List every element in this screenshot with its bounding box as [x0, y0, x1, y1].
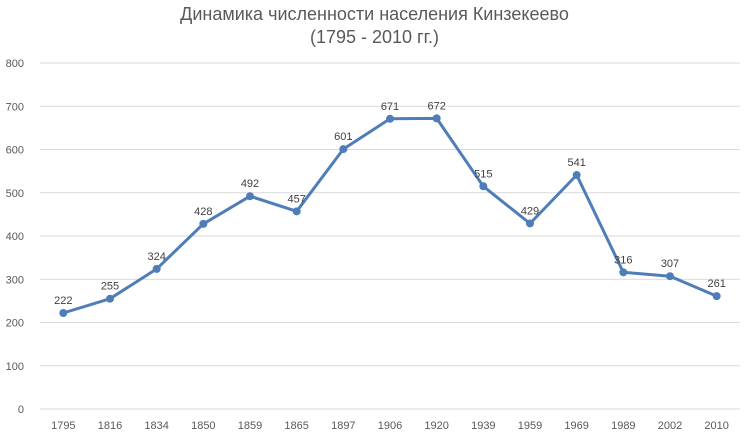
data-label: 428: [194, 206, 212, 218]
x-tick-label: 1959: [518, 420, 542, 432]
y-tick-label: 400: [6, 231, 24, 243]
data-label: 307: [661, 258, 679, 270]
x-tick-label: 1795: [51, 420, 75, 432]
data-point: [386, 114, 394, 123]
data-point: [572, 171, 581, 180]
data-point: [339, 145, 348, 154]
x-tick-label: 2002: [658, 420, 682, 432]
x-tick-label: 1816: [98, 420, 122, 432]
data-point: [152, 264, 161, 273]
data-label: 324: [147, 251, 165, 263]
data-label: 492: [241, 178, 259, 190]
data-label: 601: [334, 131, 352, 143]
x-tick-label: 1939: [471, 420, 495, 432]
grid: [40, 62, 740, 410]
series-line: [61, 116, 719, 315]
series: [59, 114, 721, 317]
x-tick-label: 2010: [704, 420, 728, 432]
data-point: [292, 207, 301, 216]
data-point: [666, 272, 674, 281]
x-tick-label: 1850: [191, 420, 215, 432]
data-label: 429: [521, 205, 539, 217]
data-label: 672: [427, 100, 445, 112]
data-point: [712, 292, 721, 301]
data-label: 255: [101, 281, 119, 293]
data-point: [59, 308, 68, 317]
y-tick-label: 700: [6, 101, 24, 113]
data-point: [479, 182, 488, 191]
data-point: [619, 268, 628, 277]
y-tick-label: 800: [6, 58, 24, 70]
x-axis-ticks: 1795 1816 1834 1850 1859 1865 1897 1906 1920 1939…: [51, 420, 729, 432]
data-point: [432, 114, 441, 123]
y-tick-label: 300: [6, 274, 24, 286]
y-tick-label: 500: [6, 188, 24, 200]
data-point: [526, 219, 534, 228]
x-tick-label: 1906: [378, 420, 402, 432]
data-point: [246, 192, 254, 201]
data-point: [106, 294, 114, 303]
data-label: 222: [54, 295, 72, 307]
data-label: 671: [381, 101, 399, 113]
x-tick-label: 1834: [144, 420, 168, 432]
y-tick-label: 600: [6, 145, 24, 157]
y-tick-label: 200: [6, 318, 24, 330]
data-label: 316: [614, 254, 632, 266]
x-tick-label: 1989: [611, 420, 635, 432]
data-label: 515: [474, 168, 492, 180]
y-tick-label: 100: [6, 361, 24, 373]
data-point: [199, 219, 208, 228]
chart-subtitle: (1795 - 2010 гг.): [310, 27, 439, 47]
data-label: 541: [567, 157, 585, 169]
data-labels: 222 255 324 428 492 457 601 671 672 515 429 541 316 3…: [54, 100, 726, 307]
x-tick-label: 1897: [331, 420, 355, 432]
y-tick-label: 0: [18, 404, 24, 416]
x-tick-label: 1920: [424, 420, 448, 432]
chart-title: Динамика численности населения Кинзекеев…: [180, 4, 569, 24]
data-label: 457: [287, 193, 305, 205]
x-tick-label: 1969: [564, 420, 588, 432]
data-label: 261: [707, 278, 725, 290]
x-tick-label: 1865: [284, 420, 308, 432]
x-tick-label: 1859: [238, 420, 262, 432]
y-axis-ticks: 0 100 200 300 400 500 600 700 800: [6, 58, 24, 416]
